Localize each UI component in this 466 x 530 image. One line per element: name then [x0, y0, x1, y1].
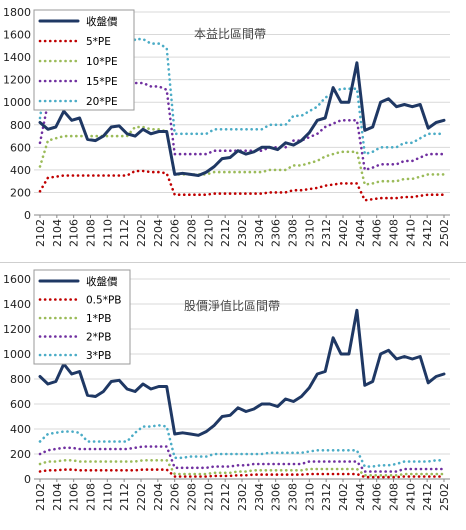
y-tick-label: 600: [10, 398, 31, 411]
legend-label: 5*PE: [86, 36, 111, 48]
legend-label: 10*PE: [86, 56, 118, 68]
x-tick-label: 2212: [219, 219, 232, 247]
chart-title: 股價淨值比區間帶: [184, 298, 280, 313]
pb-band-chart: 0 200 400 600 800 1000 1200 1400 1600 2102 2104 210…: [3, 269, 451, 511]
x-tick-label: 2310: [303, 219, 316, 247]
series-line-1*PB: [38, 459, 446, 477]
x-tick-label: 2404: [354, 219, 367, 247]
x-tick-label: 2306: [270, 483, 283, 511]
chart-title: 本益比區間帶: [194, 27, 266, 41]
x-tick-label: 2106: [68, 219, 81, 247]
x-tick-label: 2308: [287, 219, 300, 247]
x-tick-label: 2312: [320, 219, 333, 247]
x-tick-label: 2204: [152, 483, 165, 511]
pe-band-chart: 0 200 400 600 800 1000 1200 1400 1600 1800 2102 210…: [3, 6, 451, 247]
x-tick-label: 2104: [51, 219, 64, 247]
x-tick-label: 2310: [303, 483, 316, 511]
y-tick-label: 600: [10, 141, 31, 154]
x-tick-label: 2112: [118, 219, 131, 247]
legend-label: 收盤價: [86, 275, 118, 288]
x-tick-label: 2302: [236, 219, 249, 247]
x-tick-label: 2502: [438, 483, 451, 511]
y-tick-label: 400: [10, 164, 31, 177]
x-tick-label: 2210: [202, 483, 215, 511]
x-tick-label: 2202: [135, 219, 148, 247]
x-tick-label: 2208: [186, 483, 199, 511]
legend-label: 收盤價: [86, 15, 118, 28]
pb-band-chart-panel: 0 200 400 600 800 1000 1200 1400 1600 2102 2104 210…: [0, 266, 466, 530]
y-tick-label: 1800: [3, 6, 31, 19]
x-tick-label: 2212: [219, 483, 232, 511]
y-tick-label: 400: [10, 423, 31, 436]
legend-label: 2*PB: [86, 332, 111, 344]
legend-label: 20*PE: [86, 96, 118, 108]
x-tick-label: 2306: [270, 219, 283, 247]
y-tick-label: 0: [24, 473, 31, 486]
series-line-收盤價: [38, 308, 446, 437]
x-tick-label: 2402: [337, 219, 350, 247]
x-tick-label: 2408: [388, 219, 401, 247]
y-tick-label: 800: [10, 373, 31, 386]
x-tick-label: 2406: [371, 483, 384, 511]
x-tick-label: 2406: [371, 219, 384, 247]
y-tick-label: 800: [10, 119, 31, 132]
x-tick-label: 2412: [421, 483, 434, 511]
x-tick-label: 2202: [135, 483, 148, 511]
x-tick-label: 2302: [236, 483, 249, 511]
x-tick-label: 2204: [152, 219, 165, 247]
legend-label: 15*PE: [86, 76, 118, 88]
y-tick-label: 1200: [3, 74, 31, 87]
series-line-20*PE: [38, 37, 446, 156]
y-tick-label: 1000: [3, 348, 31, 361]
series-line-收盤價: [38, 61, 446, 177]
x-tick-label: 2108: [85, 483, 98, 511]
x-tick-label: 2404: [354, 483, 367, 511]
x-tick-label: 2304: [253, 483, 266, 511]
series-line-10*PE: [38, 125, 446, 186]
x-tick-label: 2108: [85, 219, 98, 247]
legend-label: 0.5*PB: [86, 295, 121, 307]
y-tick-label: 1600: [3, 273, 31, 286]
y-tick-label: 1000: [3, 96, 31, 109]
x-tick-label: 2410: [404, 483, 417, 511]
x-tick-label: 2104: [51, 483, 64, 511]
x-tick-label: 2112: [118, 483, 131, 511]
y-tick-label: 1400: [3, 51, 31, 64]
x-tick-label: 2412: [421, 219, 434, 247]
x-tick-label: 2308: [287, 483, 300, 511]
pe-band-chart-panel: 0 200 400 600 800 1000 1200 1400 1600 1800 2102 210…: [0, 0, 466, 263]
x-tick-label: 2402: [337, 483, 350, 511]
x-tick-label: 2110: [101, 483, 114, 511]
series-line-0.5*PB: [38, 468, 446, 479]
x-tick-label: 2206: [169, 483, 182, 511]
x-tick-label: 2106: [68, 483, 81, 511]
x-tick-label: 2312: [320, 483, 333, 511]
y-tick-label: 200: [10, 448, 31, 461]
y-tick-label: 1400: [3, 298, 31, 311]
x-tick-label: 2102: [34, 483, 47, 511]
y-tick-label: 1200: [3, 323, 31, 336]
x-tick-label: 2304: [253, 219, 266, 247]
x-tick-label: 2210: [202, 219, 215, 247]
series-line-2*PB: [38, 445, 446, 473]
legend-box: [33, 9, 135, 111]
y-tick-label: 1600: [3, 29, 31, 42]
y-tick-label: 0: [24, 209, 31, 222]
series-line-3*PB: [38, 424, 446, 468]
legend-label: 1*PB: [86, 313, 111, 325]
y-tick-label: 200: [10, 186, 31, 199]
x-tick-label: 2102: [34, 219, 47, 247]
series-line-5*PE: [38, 169, 446, 202]
x-tick-label: 2208: [186, 219, 199, 247]
legend-label: 3*PB: [86, 350, 111, 362]
x-tick-label: 2410: [404, 219, 417, 247]
x-tick-label: 2206: [169, 219, 182, 247]
x-tick-label: 2502: [438, 219, 451, 247]
x-tick-label: 2110: [101, 219, 114, 247]
x-tick-label: 2408: [388, 483, 401, 511]
